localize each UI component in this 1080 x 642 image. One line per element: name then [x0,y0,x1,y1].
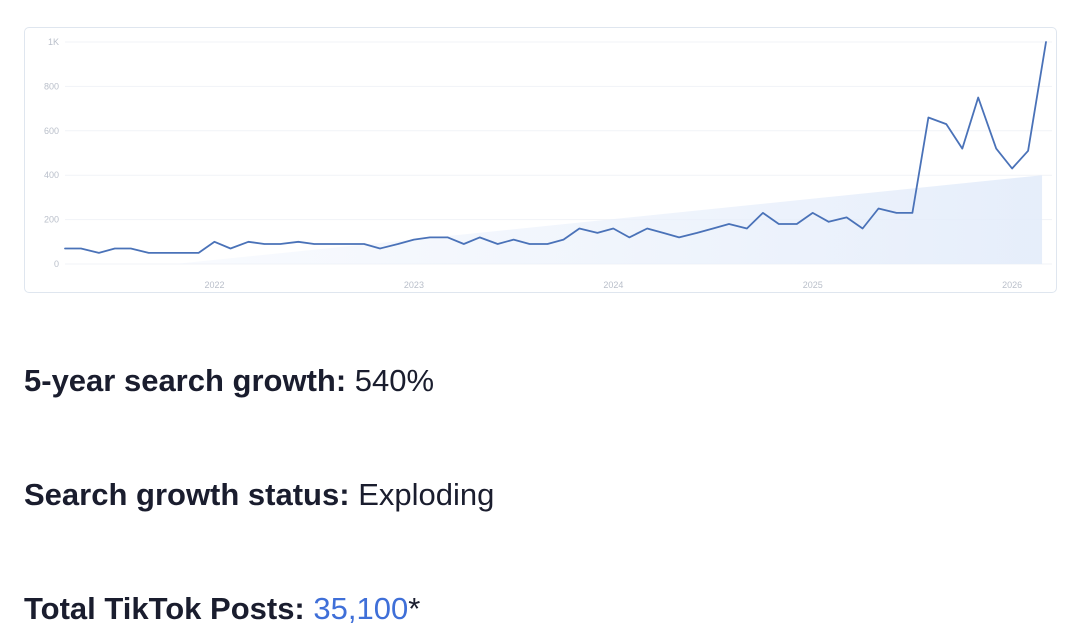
y-tick-label: 0 [54,259,59,269]
y-tick-label: 600 [44,126,59,136]
tiktok-posts-stat: Total TikTok Posts: 35,100* [24,591,420,627]
trend-area-shape [174,175,1043,264]
chart-trend-area [174,175,1043,264]
x-tick-label: 2026 [1002,280,1022,290]
growth-status-label: Search growth status: [24,477,350,512]
series-line [64,41,1047,254]
y-tick-label: 1K [48,37,59,47]
five-year-growth-value: 540% [354,363,435,398]
trend-chart-svg: 0 200 400 600 800 1K 2022 2023 2024 2025 2026 [44,37,1052,290]
y-tick-label: 800 [44,81,59,91]
x-tick-label: 2025 [803,280,823,290]
five-year-growth-stat: 5-year search growth: 540% [24,363,434,399]
tiktok-posts-value[interactable]: 35,100 [313,591,409,626]
chart-series [64,41,1047,254]
x-tick-label: 2022 [205,280,225,290]
x-axis-ticks: 2022 2023 2024 2025 2026 [205,280,1023,290]
growth-status-stat: Search growth status: Exploding [24,477,494,513]
y-tick-label: 400 [44,170,59,180]
y-tick-label: 200 [44,215,59,225]
search-trend-chart: 0 200 400 600 800 1K 2022 2023 2024 2025 2026 [24,27,1057,293]
tiktok-posts-footnote-marker: * [408,591,421,626]
tiktok-posts-label: Total TikTok Posts: [24,591,305,626]
y-axis-ticks: 0 200 400 600 800 1K [44,37,59,269]
x-tick-label: 2023 [404,280,424,290]
x-tick-label: 2024 [603,280,623,290]
five-year-growth-label: 5-year search growth: [24,363,347,398]
growth-status-value: Exploding [358,477,495,512]
